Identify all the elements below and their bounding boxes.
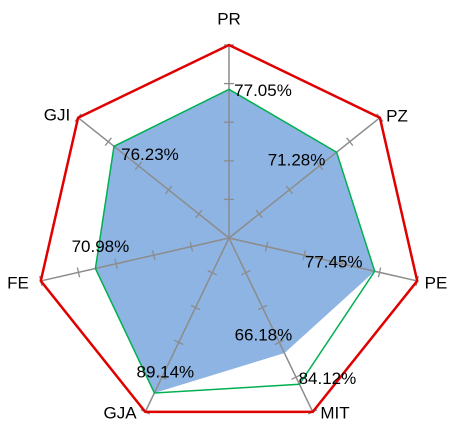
tick-mark xyxy=(285,185,293,195)
radar-area xyxy=(95,89,375,394)
tick-mark xyxy=(157,374,167,380)
tick-mark xyxy=(257,304,268,311)
data-label: 66.18% xyxy=(235,326,293,345)
data-label: 77.45% xyxy=(305,253,363,272)
axis-line xyxy=(228,237,418,282)
category-label: PR xyxy=(217,9,241,28)
category-label: PZ xyxy=(386,106,408,125)
tick-mark xyxy=(76,267,81,278)
data-label: 84.12% xyxy=(299,369,357,388)
axis-line xyxy=(228,237,314,413)
data-label: 77.05% xyxy=(234,81,292,100)
tick-mark xyxy=(207,270,218,276)
tick-mark xyxy=(151,250,156,261)
data-label: 76.23% xyxy=(121,145,179,164)
tick-mark xyxy=(340,258,344,269)
tick-mark xyxy=(173,339,184,346)
tick-mark xyxy=(255,209,263,219)
data-label: 89.14% xyxy=(137,362,195,381)
tick-mark xyxy=(104,137,112,147)
radar-line xyxy=(94,88,376,394)
tick-mark xyxy=(195,209,203,219)
category-label: MIT xyxy=(320,403,349,422)
tick-mark xyxy=(264,241,269,252)
data-label: 70.98% xyxy=(72,237,130,256)
tick-mark xyxy=(291,374,301,380)
axis-line xyxy=(144,237,230,413)
category-label: GJI xyxy=(44,105,70,124)
data-label: 71.28% xyxy=(268,151,326,170)
tick-mark xyxy=(274,339,285,346)
radar-line xyxy=(39,43,419,414)
axis-line xyxy=(228,117,381,239)
tick-mark xyxy=(190,304,201,311)
tick-mark xyxy=(240,270,251,276)
tick-mark xyxy=(134,161,143,171)
axis-line xyxy=(77,117,230,239)
category-label: GJA xyxy=(103,403,137,422)
tick-mark xyxy=(302,250,307,261)
category-label: PE xyxy=(425,273,448,292)
tick-mark xyxy=(165,185,173,195)
tick-mark xyxy=(189,241,194,252)
tick-mark xyxy=(346,137,354,147)
category-label: FE xyxy=(7,273,29,292)
tick-mark xyxy=(377,267,382,278)
axis-line xyxy=(40,237,230,282)
tick-mark xyxy=(114,258,118,269)
tick-mark xyxy=(315,161,324,171)
